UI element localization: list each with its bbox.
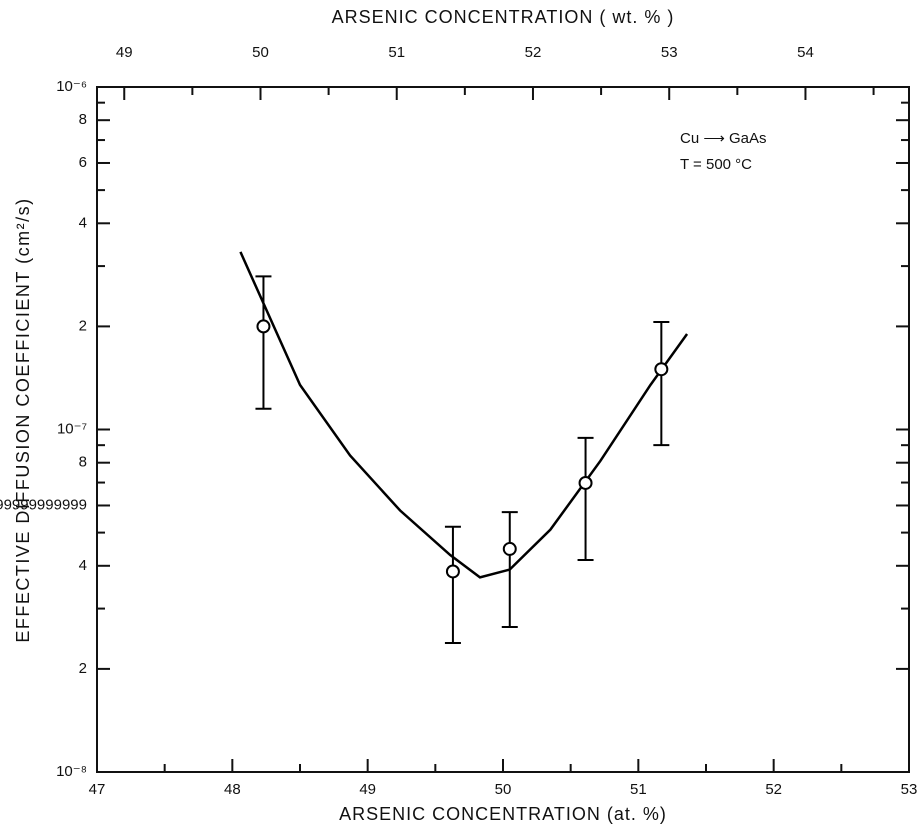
x2-tick-label: 52 — [525, 44, 542, 61]
y-tick-label: 10⁻⁸ — [56, 763, 87, 780]
x2-tick-label: 54 — [797, 44, 814, 61]
x2-tick-label: 51 — [388, 44, 405, 61]
x-tick-label: 51 — [630, 781, 647, 798]
x2-tick-label: 53 — [661, 44, 678, 61]
y-axis-label: EFFECTIVE DIFFUSION COEFFICIENT (cm²/s) — [13, 197, 33, 642]
y-tick-label: 8 — [79, 454, 87, 471]
y-tick-label: 2 — [79, 660, 87, 677]
data-point — [654, 362, 669, 377]
x-tick-label: 50 — [495, 781, 512, 798]
y-tick-label: 10⁻⁶ — [56, 78, 87, 95]
y-tick-label: 4 — [79, 214, 87, 231]
x-tick-label: 47 — [89, 781, 106, 798]
x-tick-label: 49 — [359, 781, 376, 798]
plot-frame — [96, 86, 910, 773]
x-tick-label: 52 — [765, 781, 782, 798]
y-tick-label: 4 — [79, 557, 87, 574]
x2-axis-label: ARSENIC CONCENTRATION ( wt. % ) — [332, 7, 675, 27]
annotation: T = 500 °C — [680, 156, 752, 173]
y-tick-label: 10⁻⁷ — [57, 420, 87, 437]
annotation: Cu ⟶ GaAs — [680, 130, 767, 147]
y-tick-label: 6 — [79, 154, 87, 171]
y-tick-label: 2 — [79, 317, 87, 334]
x-tick-label: 48 — [224, 781, 241, 798]
y-tick-label: 8 — [79, 111, 87, 128]
data-point — [502, 541, 517, 556]
x-axis-label: ARSENIC CONCENTRATION (at. %) — [339, 804, 667, 824]
x-tick-label: 53 — [901, 781, 918, 798]
x2-tick-label: 50 — [252, 44, 269, 61]
data-point — [445, 564, 460, 579]
data-point — [578, 475, 593, 490]
x2-tick-label: 49 — [116, 44, 133, 61]
data-point — [256, 319, 271, 334]
fit-curve — [239, 251, 689, 579]
y-tick-label: 5.999999999999999 — [0, 496, 87, 513]
